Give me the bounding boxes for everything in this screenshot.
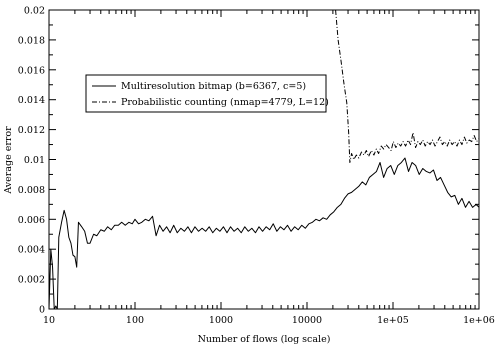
y-axis-label: Average error <box>3 126 14 195</box>
legend-label-probabilistic: Probabilistic counting (nmap=4779, L=12) <box>121 97 329 108</box>
x-tick-label: 1e+05 <box>377 315 409 326</box>
y-tick-label: 0.004 <box>18 245 45 256</box>
legend-label-multiresolution: Multiresolution bitmap (b=6367, c=5) <box>121 81 306 92</box>
y-tick-label: 0.006 <box>18 215 45 226</box>
plot-lines <box>48 9 480 310</box>
series-line-probabilistic-counting <box>335 9 480 163</box>
x-tick-label: 1e+06 <box>463 315 495 326</box>
y-tick-label: 0.012 <box>18 125 45 136</box>
y-tick-label: 0 <box>39 305 45 316</box>
x-tick-label: 10000 <box>292 315 322 326</box>
y-tick-label: 0.018 <box>18 35 45 46</box>
y-tick-label: 0.014 <box>18 95 45 106</box>
x-axis-label: Number of flows (log scale) <box>198 334 331 345</box>
plot-frame <box>48 9 480 310</box>
x-tick-label: 1000 <box>209 315 233 326</box>
legend-box <box>85 74 327 113</box>
axis-ticks: 10 100 1000 10000 1e+05 1e+06 0 0.002 0.004 0.006… <box>18 6 495 327</box>
y-tick-label: 0.008 <box>18 185 45 196</box>
legend: Multiresolution bitmap (b=6367, c=5) Pro… <box>85 74 329 113</box>
y-tick-label: 0.01 <box>24 155 45 166</box>
series-line-multiresolution-bitmap <box>48 157 480 310</box>
x-tick-label: 100 <box>126 315 144 326</box>
y-tick-label: 0.002 <box>18 275 45 286</box>
y-tick-label: 0.016 <box>18 65 45 76</box>
y-tick-label: 0.02 <box>24 6 45 17</box>
x-tick-label: 10 <box>43 315 55 326</box>
